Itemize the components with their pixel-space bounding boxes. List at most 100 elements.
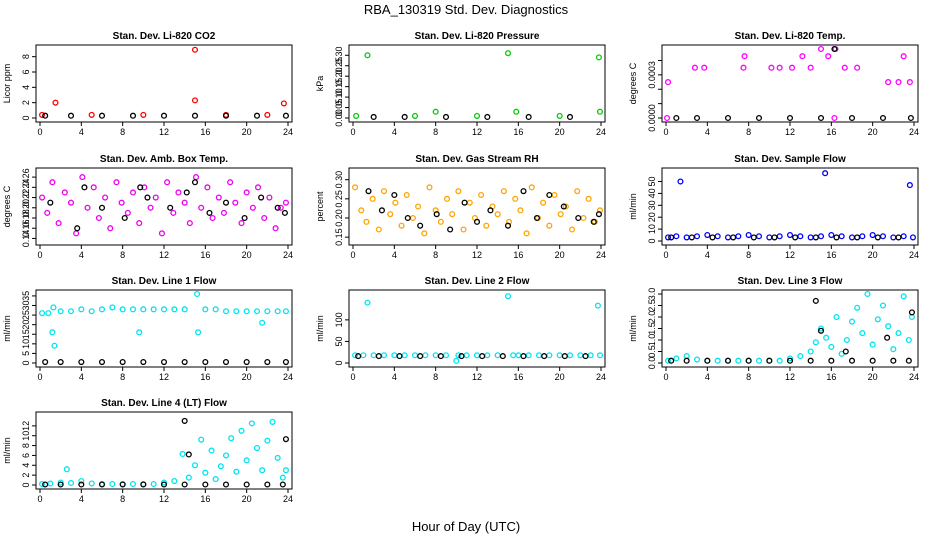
data-point (908, 309, 915, 316)
data-point (98, 481, 106, 488)
data-point (859, 233, 866, 240)
data-point (140, 481, 147, 488)
data-point (895, 79, 902, 86)
data-point (499, 353, 506, 360)
data-point (409, 214, 416, 222)
data-point (67, 308, 75, 315)
data-point (248, 420, 255, 427)
data-point (556, 352, 563, 359)
data-point (817, 45, 825, 53)
data-point (109, 480, 116, 488)
x-tick-label: 16 (826, 372, 836, 382)
data-point (274, 454, 281, 461)
data-point (160, 481, 168, 488)
x-tick-label: 0 (37, 250, 42, 260)
x-tick-label: 4 (705, 127, 710, 137)
data-point (57, 481, 64, 488)
x-tick-label: 16 (200, 127, 210, 137)
data-point (370, 113, 377, 121)
data-point (191, 46, 199, 53)
y-tick-label: 0.20 (21, 199, 31, 217)
x-tick-label: 4 (392, 250, 397, 260)
data-point (353, 112, 360, 119)
panel-10: Stan. Dev. Line 4 (LT) Flow ml/min 0 4 8 12 16… (2, 398, 293, 504)
y-tick-label: 40 (647, 188, 657, 198)
data-point (364, 299, 371, 306)
data-point (109, 304, 116, 311)
x-tick-label: 12 (472, 127, 482, 137)
data-point (411, 352, 419, 359)
data-point (95, 214, 102, 222)
data-point (136, 329, 143, 336)
data-point (358, 207, 365, 214)
x-tick-label: 24 (283, 372, 293, 382)
y-tick-label: 25 (21, 310, 31, 320)
data-point (665, 234, 672, 241)
data-point (750, 234, 757, 241)
data-point (906, 182, 913, 189)
x-tick-label: 8 (746, 372, 751, 382)
data-point (594, 302, 601, 309)
panel-title: Stan. Dev. Line 2 Flow (425, 276, 530, 287)
data-point (766, 234, 773, 241)
y-tick-label: 0.24 (21, 179, 31, 197)
data-point (222, 358, 230, 366)
data-point (437, 218, 444, 225)
data-point (264, 111, 271, 118)
data-point (688, 234, 695, 241)
data-point (905, 357, 912, 364)
x-tick-label: 0 (663, 127, 668, 137)
y-tick-label: 0 (21, 482, 31, 487)
x-tick-label: 24 (596, 250, 606, 260)
data-point (222, 452, 230, 459)
data-point (253, 308, 261, 315)
y-tick-label: 0.25 (334, 190, 344, 208)
data-point (52, 99, 59, 106)
figure-title: RBA_130319 Std. Dev. Diagnostics (364, 2, 569, 17)
data-point (204, 184, 211, 191)
data-point (98, 204, 106, 211)
x-tick-label: 24 (909, 127, 919, 137)
x-tick-label: 4 (392, 372, 397, 382)
data-point (209, 214, 216, 222)
x-tick-label: 4 (392, 127, 397, 137)
data-point (39, 194, 46, 201)
x-tick-label: 20 (868, 372, 878, 382)
y-tick-label: 2.0 (647, 311, 657, 324)
panel-title: Stan. Dev. Sample Flow (734, 154, 846, 165)
x-tick-label: 8 (120, 250, 125, 260)
data-point (504, 50, 512, 57)
x-tick-label: 0 (350, 250, 355, 260)
data-point (238, 427, 245, 434)
data-point (217, 463, 224, 470)
data-point (264, 308, 271, 315)
data-point (745, 357, 752, 364)
panel-title: Stan. Dev. Amb. Box Temp. (100, 154, 228, 165)
data-point (222, 112, 230, 119)
panel-ylabel: ml/min (628, 193, 638, 220)
data-point (380, 352, 388, 359)
data-point (253, 112, 261, 119)
data-point (282, 112, 289, 119)
data-point (404, 214, 411, 222)
data-point (261, 214, 268, 222)
x-tick-label: 24 (596, 127, 606, 137)
data-point (848, 234, 856, 241)
data-point (215, 194, 222, 201)
y-tick-label: 10 (21, 339, 31, 349)
y-tick-label: 10 (21, 431, 31, 441)
data-point (415, 203, 422, 210)
x-tick-label: 16 (513, 372, 523, 382)
data-point (668, 234, 675, 241)
y-tick-label: 0.30 (334, 47, 344, 65)
panel-frame (348, 44, 606, 123)
data-point (673, 233, 680, 240)
data-point (98, 358, 106, 366)
data-point (84, 204, 91, 211)
x-tick-label: 20 (242, 494, 252, 504)
data-point (735, 357, 742, 364)
data-point (202, 358, 209, 366)
data-point (487, 207, 494, 214)
data-point (900, 293, 907, 300)
y-tick-label: 20 (21, 320, 31, 330)
